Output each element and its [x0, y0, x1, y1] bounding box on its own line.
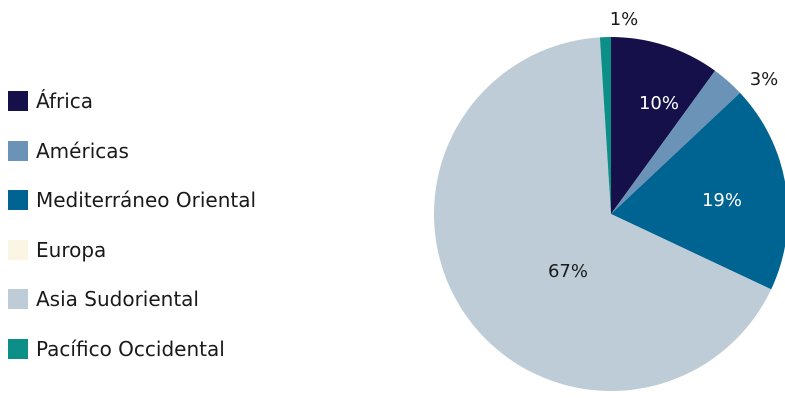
pie-slice: [611, 37, 716, 214]
legend-swatch: [8, 289, 28, 310]
data-label: 67%: [548, 261, 588, 282]
legend-item: Américas: [8, 136, 338, 166]
legend-swatch: [8, 338, 28, 359]
data-label: 10%: [639, 93, 679, 114]
data-label: 19%: [702, 190, 742, 211]
legend-item: Europa: [8, 235, 338, 265]
legend-label: Asia Sudoriental: [36, 287, 199, 312]
legend-swatch: [8, 91, 28, 111]
legend-swatch: [8, 190, 28, 211]
legend-label: Pacífico Occidental: [36, 336, 225, 361]
chart-legend: África Américas Mediterráneo Oriental Europ…: [8, 86, 338, 384]
data-label: 1%: [610, 9, 639, 30]
legend-label: Mediterráneo Oriental: [36, 188, 257, 213]
legend-swatch: [8, 140, 28, 161]
legend-label: África: [36, 89, 94, 113]
legend-item: Pacífico Occidental: [8, 334, 338, 364]
legend-item: África: [8, 86, 338, 116]
legend-item: Mediterráneo Oriental: [8, 185, 338, 215]
data-label: 3%: [750, 69, 779, 90]
pie-slice: [433, 37, 772, 392]
pie-slice: [611, 92, 785, 290]
pie-slice: [599, 37, 611, 214]
pie-slice: [611, 70, 741, 214]
legend-item: Asia Sudoriental: [8, 284, 338, 314]
legend-label: Europa: [36, 237, 107, 262]
legend-label: Américas: [36, 138, 129, 163]
legend-swatch: [8, 239, 28, 260]
